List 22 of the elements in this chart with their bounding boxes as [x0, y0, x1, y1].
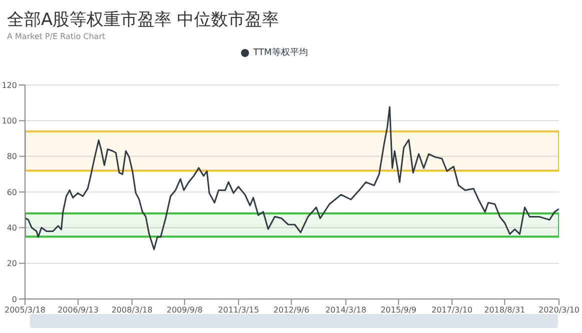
y-tick-label: 60	[6, 188, 17, 197]
legend-label: TTM等权平均	[253, 48, 308, 58]
x-tick-label: 2005/3/18	[4, 306, 46, 315]
line-series	[25, 106, 559, 250]
x-tick-label: 2008/3/18	[111, 306, 152, 315]
x-tick-label: 2011/3/15	[218, 306, 260, 315]
x-tick-label: 2009/9/8	[166, 306, 203, 315]
x-tick-label: 2012/9/6	[273, 306, 310, 315]
x-tick-label: 2017/3/10	[432, 306, 473, 315]
y-tick-label: 100	[2, 116, 17, 126]
x-tick-label: 2006/9/13	[58, 306, 99, 315]
chart-subtitle: A Market P/E Ratio Chart	[7, 32, 106, 41]
x-tick-label: 2018/8/31	[484, 306, 526, 315]
y-tick-label: 0	[12, 294, 17, 304]
x-tick-label: 2015/9/9	[380, 306, 417, 315]
x-tick-label: 2014/3/18	[325, 306, 366, 315]
y-tick-label: 20	[6, 259, 17, 268]
x-tick-label: 2020/3/10	[538, 306, 580, 315]
y-tick-label: 40	[6, 224, 17, 233]
y-tick-label: 120	[2, 80, 17, 90]
y-tick-label: 80	[6, 152, 17, 162]
chart-title: 全部A股等权重市盈率 中位数市盈率	[7, 9, 280, 31]
